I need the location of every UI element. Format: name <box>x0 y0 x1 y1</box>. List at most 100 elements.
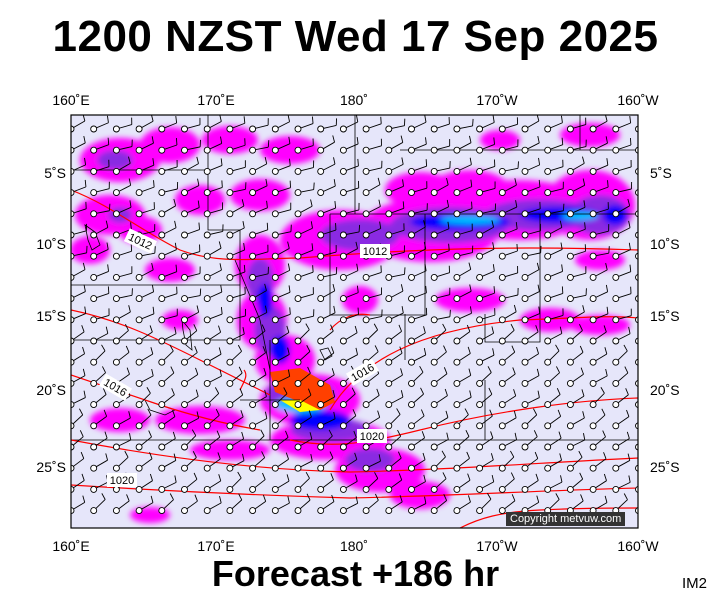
wind-barb-station <box>90 464 98 472</box>
wind-barb-feather <box>400 284 404 292</box>
wind-barb-station <box>226 422 234 430</box>
wind-barb-station <box>203 507 211 515</box>
wind-barb-station <box>294 167 302 175</box>
wind-barb-station <box>476 167 484 175</box>
wind-barb-station <box>521 422 529 430</box>
wind-barb-feather <box>307 366 311 374</box>
wind-barb-feather <box>198 222 200 230</box>
wind-barb-station <box>226 379 234 387</box>
wind-barb-station <box>294 422 302 430</box>
wind-barb-station <box>476 358 484 366</box>
wind-barb-feather <box>241 199 245 207</box>
wind-barb-station <box>339 507 347 515</box>
wind-barb-station <box>498 337 506 345</box>
wind-barb-shaft <box>639 230 654 235</box>
wind-barb-feather <box>356 115 359 123</box>
wind-barb-station <box>362 422 370 430</box>
wind-barb-feather <box>448 243 450 251</box>
isobar-label: 1012 <box>363 246 387 258</box>
wind-barb-station <box>339 358 347 366</box>
wind-barb-feather <box>333 411 336 419</box>
wind-barb-station <box>612 443 620 451</box>
wind-barb-station <box>635 401 638 409</box>
wind-barb-feather <box>332 135 335 143</box>
wind-barb-station <box>362 189 370 197</box>
wind-barb-feather <box>425 137 427 145</box>
wind-barb-station <box>635 464 638 472</box>
wind-barb-station <box>430 401 438 409</box>
wind-barb-station <box>181 231 188 239</box>
wind-barb-station <box>317 167 325 175</box>
wind-barb-station <box>635 485 638 493</box>
wind-barb-feather <box>398 473 403 481</box>
wind-barb-feather <box>218 347 222 355</box>
wind-barb-station <box>181 337 188 345</box>
wind-barb-station <box>385 401 393 409</box>
wind-barb-station <box>408 464 415 472</box>
wind-barb-feather <box>238 493 243 501</box>
wind-barb-feather <box>355 347 358 355</box>
wind-barb-station <box>203 231 211 239</box>
wind-barb-feather <box>653 223 654 230</box>
wind-barb-feather <box>220 136 223 144</box>
wind-barb-station <box>226 485 234 493</box>
forecast-hour: Forecast +186 hr <box>211 553 500 594</box>
wind-barb-station <box>566 146 574 154</box>
wind-barb-station <box>476 273 484 281</box>
wind-barb-station <box>612 295 620 303</box>
wind-barb-station <box>203 146 211 154</box>
wind-barb-feather <box>105 220 109 228</box>
wind-barb-feather <box>83 284 86 292</box>
wind-barb-feather <box>424 115 427 123</box>
wind-barb-station <box>521 231 529 239</box>
wind-barb-station <box>181 443 188 451</box>
wind-barb-station <box>498 295 506 303</box>
wind-barb-feather <box>219 495 222 503</box>
wind-barb-station <box>544 125 552 133</box>
wind-barb-station <box>271 379 279 387</box>
wind-barb-feather <box>603 473 607 481</box>
wind-barb-station <box>203 316 211 324</box>
wind-barb-station <box>521 252 529 260</box>
wind-barb-station <box>589 422 597 430</box>
wind-barb-station <box>90 358 98 366</box>
wind-barb-feather <box>101 493 106 500</box>
wind-barb-station <box>453 507 461 515</box>
wind-barb-station <box>362 485 370 493</box>
wind-barb-station <box>385 295 393 303</box>
wind-barb-feather <box>606 306 609 314</box>
wind-barb-feather <box>215 408 220 416</box>
wind-barb-station <box>181 189 188 197</box>
wind-barb-station <box>339 379 347 387</box>
wind-barb-feather <box>557 409 562 417</box>
wind-barb-station <box>635 231 638 239</box>
wind-barb-station <box>635 273 638 281</box>
wind-barb-feather <box>400 390 404 398</box>
wind-barb-feather <box>289 307 291 315</box>
wind-barb-station <box>589 337 597 345</box>
lat-label-right-5s: 5˚S <box>650 165 672 181</box>
wind-barb-station <box>408 273 415 281</box>
wind-barb-station <box>544 485 552 493</box>
wind-barb-station <box>203 337 211 345</box>
wind-barb-station <box>90 379 98 387</box>
wind-barb-station <box>385 146 393 154</box>
wind-barb-station <box>158 422 166 430</box>
wind-barb-feather <box>332 389 336 397</box>
wind-barb-shaft <box>639 436 650 447</box>
wind-barb-feather <box>333 305 336 313</box>
wind-barb-feather <box>175 264 178 272</box>
wind-barb-feather <box>306 493 311 501</box>
wind-barb-station <box>635 422 638 430</box>
lat-label-right-15s: 15˚S <box>650 308 680 324</box>
wind-barb-station <box>317 189 325 197</box>
wind-barb-station <box>566 485 574 493</box>
wind-barb-station <box>158 167 166 175</box>
wind-barb-feather <box>538 306 541 314</box>
wind-barb-station <box>408 295 415 303</box>
wind-barb-feather <box>151 136 154 144</box>
wind-barb-feather <box>582 305 585 313</box>
wind-barb-station <box>112 316 120 324</box>
wind-barb-station <box>158 358 166 366</box>
